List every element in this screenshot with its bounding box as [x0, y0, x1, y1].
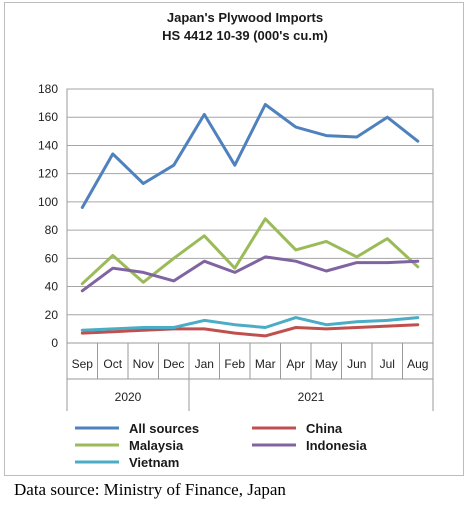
series-line-all-sources [80, 103, 420, 209]
y-tick-label: 60 [45, 251, 59, 265]
y-tick-label: 0 [51, 336, 58, 350]
x-tick-label: Aug [407, 357, 428, 371]
x-tick-label: Apr [286, 357, 305, 371]
x-axis: Sep Oct Nov Dec Jan Feb Mar Apr May Jun Jul Aug 2020… [66, 343, 434, 411]
chart-title: Japan's Plywood Imports [167, 10, 323, 25]
y-tick-label: 180 [38, 82, 58, 96]
y-tick-label: 40 [45, 280, 59, 294]
y-tick-label: 20 [45, 308, 59, 322]
x-tick-label: Jun [347, 357, 366, 371]
x-year-label: 2020 [115, 390, 142, 404]
series-line-malaysia [80, 217, 420, 286]
series-line-vietnam [80, 316, 420, 332]
x-tick-label: Dec [163, 357, 184, 371]
legend-label-malaysia: Malaysia [129, 438, 184, 453]
series-line-china [80, 323, 420, 338]
x-tick-label: May [315, 357, 338, 371]
y-tick-label: 120 [38, 167, 58, 181]
legend-label-indonesia: Indonesia [306, 438, 367, 453]
chart-frame: Japan's Plywood Imports HS 4412 10-39 (0… [4, 2, 464, 476]
x-tick-label: Sep [72, 357, 94, 371]
data-source-note: Data source: Ministry of Finance, Japan [14, 480, 286, 499]
x-tick-label: Jul [380, 357, 395, 371]
x-tick-label: Feb [224, 357, 245, 371]
gridlines [67, 88, 433, 316]
x-tick-label: Mar [255, 357, 276, 371]
series-lines [80, 103, 420, 338]
y-tick-label: 100 [38, 195, 58, 209]
y-tick-label: 160 [38, 110, 58, 124]
x-tick-label: Nov [133, 357, 154, 371]
y-axis-ticks: 0 20 40 60 80 100 120 140 160 180 [38, 82, 58, 350]
chart-subtitle: HS 4412 10-39 (000's cu.m) [162, 28, 328, 43]
x-tick-label: Oct [103, 357, 122, 371]
legend: All sources China Malaysia Indonesia Vietnam [75, 421, 367, 470]
plywood-imports-chart: Japan's Plywood Imports HS 4412 10-39 (0… [38, 10, 434, 470]
x-year-label: 2021 [298, 390, 325, 404]
legend-label-china: China [306, 421, 343, 436]
y-tick-label: 140 [38, 138, 58, 152]
series-line-indonesia [80, 255, 420, 293]
y-tick-label: 80 [45, 223, 59, 237]
legend-label-all-sources: All sources [129, 421, 199, 436]
legend-label-vietnam: Vietnam [129, 455, 179, 470]
x-tick-label: Jan [195, 357, 214, 371]
plot-area [66, 88, 434, 344]
